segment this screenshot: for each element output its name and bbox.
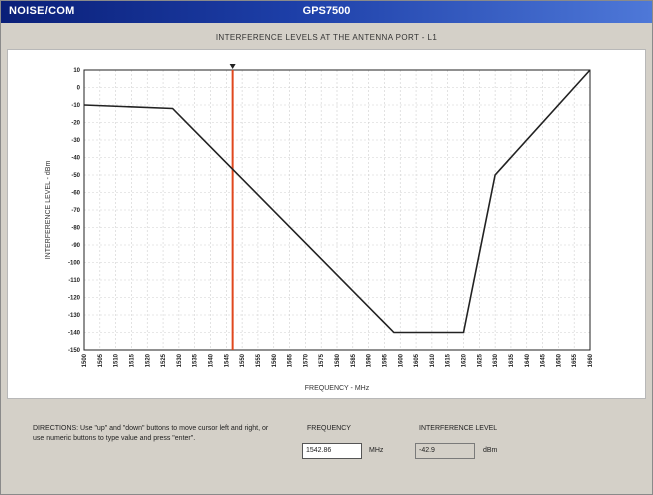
x-tick-label: 1510 [114,353,120,367]
y-axis-label: INTERFERENCE LEVEL - dBm [45,161,52,260]
y-tick-label: -150 [68,348,81,354]
x-tick-label: 1515 [129,353,135,367]
x-tick-label: 1615 [446,353,452,367]
frequency-label: FREQUENCY [307,425,351,432]
y-tick-label: -90 [71,243,80,249]
x-tick-label: 1555 [256,353,262,367]
controls-area: DIRECTIONS: Use "up" and "down" buttons … [7,403,644,485]
directions-text: DIRECTIONS: Use "up" and "down" buttons … [33,425,269,442]
y-tick-label: -120 [68,296,81,302]
frequency-input[interactable]: 1542.86 [302,443,362,459]
frequency-unit: MHz [369,447,384,454]
y-tick-label: -50 [71,173,80,179]
y-tick-label: -30 [71,138,80,144]
x-tick-label: 1630 [493,353,499,367]
x-tick-label: 1620 [462,353,468,367]
x-tick-label: 1505 [98,353,104,367]
interference-series-line [83,69,591,334]
interference-chart: 10 0 -10 -20 -30 -40 -50 -60 -70 -80 -90 -100 -110 -1… [45,64,594,392]
x-tick-label: 1525 [161,353,167,367]
cursor-marker-icon[interactable] [229,64,236,69]
x-tick-label: 1640 [525,353,531,367]
y-tick-label: 0 [77,86,81,92]
y-tick-label: -60 [71,191,80,197]
x-tick-label: 1600 [398,353,404,367]
window-title: GPS7500 [302,5,351,17]
chart-title: INTERFERENCE LEVELS AT THE ANTENNA PORT … [215,33,438,42]
chart-panel: 10 0 -10 -20 -30 -40 -50 -60 -70 -80 -90 -100 -110 -1… [7,49,646,399]
y-tick-label: -20 [71,121,80,127]
y-tick-label: -130 [68,313,81,319]
y-tick-label: -70 [71,208,80,214]
x-tick-label: 1605 [414,353,420,367]
x-tick-label: 1645 [541,353,547,367]
x-tick-label: 1540 [209,353,215,367]
x-tick-label: 1545 [224,353,230,367]
x-tick-label: 1590 [367,353,373,367]
x-tick-label: 1565 [288,353,294,367]
y-tick-label: -140 [68,331,81,337]
x-tick-label: 1655 [572,353,578,367]
y-tick-label: -10 [71,103,80,109]
x-tick-label: 1560 [272,353,278,367]
plot-frame [83,69,591,351]
interference-level-value: -42.9 [415,443,475,459]
x-tick-label: 1585 [351,353,357,367]
y-tick-label: -100 [68,261,81,267]
x-tick-label: 1530 [177,353,183,367]
x-tick-label: 1500 [82,353,88,367]
x-tick-label: 1575 [319,353,325,367]
x-tick-label: 1625 [477,353,483,367]
interference-level-label: INTERFERENCE LEVEL [419,425,498,432]
y-tick-label: -80 [71,226,80,232]
title-bar: NOISE/COM GPS7500 [1,1,652,23]
y-tick-label: 10 [73,68,80,74]
x-tick-label: 1550 [240,353,246,367]
x-tick-label: 1520 [145,353,151,367]
y-tick-label: -110 [68,278,80,284]
x-tick-label: 1635 [509,353,515,367]
interference-level-unit: dBm [483,447,498,454]
app-name: NOISE/COM [9,5,75,17]
x-tick-label: 1610 [430,353,436,367]
x-tick-label: 1660 [588,353,594,367]
x-tick-label: 1570 [303,353,309,367]
x-tick-label: 1595 [382,353,388,367]
x-tick-label: 1535 [193,353,199,367]
x-tick-label: 1580 [335,353,341,367]
x-tick-label: 1650 [556,353,562,367]
y-tick-label: -40 [71,156,80,162]
x-axis-label: FREQUENCY - MHz [305,385,370,392]
